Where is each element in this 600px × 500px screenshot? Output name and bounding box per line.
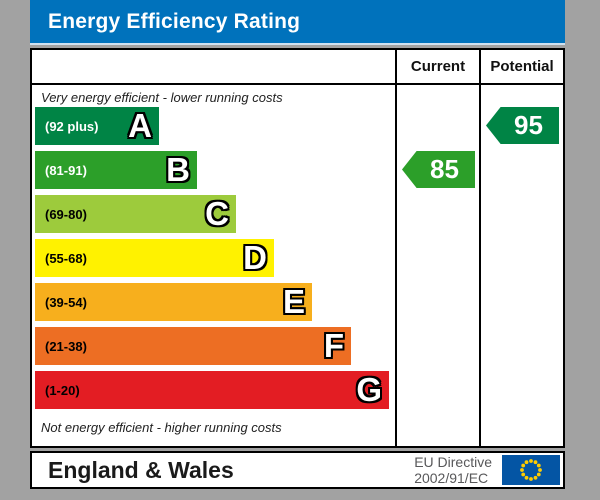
header-spacer xyxy=(32,50,395,83)
band-bar-a: (92 plus) A xyxy=(35,107,159,145)
band-range-label: (39-54) xyxy=(45,294,87,310)
potential-rating-column: 95 xyxy=(479,85,563,446)
table-body: Very energy efficient - lower running co… xyxy=(32,85,563,446)
caption-bottom: Not energy efficient - higher running co… xyxy=(41,420,282,435)
band-row-f: (21-38) F xyxy=(35,327,395,365)
band-letter: B xyxy=(166,151,190,188)
band-row-b: (81-91) B xyxy=(35,151,395,189)
band-row-g: (1-20) G xyxy=(35,371,395,409)
band-range-label: (1-20) xyxy=(45,382,80,398)
current-rating-arrow: 85 xyxy=(402,151,475,188)
column-header-potential: Potential xyxy=(479,50,563,83)
band-letter: G xyxy=(356,371,382,408)
band-letter: D xyxy=(243,239,267,276)
caption-top: Very energy efficient - lower running co… xyxy=(41,90,283,105)
band-bar-b: (81-91) B xyxy=(35,151,197,189)
rating-table: Current Potential Very energy efficient … xyxy=(30,48,565,448)
band-range-label: (21-38) xyxy=(45,338,87,354)
band-range-label: (69-80) xyxy=(45,206,87,222)
eu-directive-line2: 2002/91/EC xyxy=(414,470,489,486)
band-letter: E xyxy=(282,283,305,320)
region-label: England & Wales xyxy=(48,456,234,483)
band-range-label: (92 plus) xyxy=(45,118,99,134)
band-bar-f: (21-38) F xyxy=(35,327,351,365)
current-rating-column: 85 xyxy=(395,85,479,446)
band-range-label: (81-91) xyxy=(45,162,87,178)
band-bar-c: (69-80) C xyxy=(35,195,236,233)
eu-directive-label: EU Directive 2002/91/EC xyxy=(414,454,492,486)
title-bar: Energy Efficiency Rating xyxy=(30,0,565,45)
band-bar-g: (1-20) G xyxy=(35,371,389,409)
energy-efficiency-rating-chart: Energy Efficiency Rating Current Potenti… xyxy=(30,0,565,489)
band-bar-d: (55-68) D xyxy=(35,239,274,277)
eu-flag-icon xyxy=(502,455,560,485)
band-letter: A xyxy=(128,107,152,144)
table-header-row: Current Potential xyxy=(32,50,563,85)
footer: England & Wales EU Directive 2002/91/EC xyxy=(30,451,565,489)
band-row-d: (55-68) D xyxy=(35,239,395,277)
band-bar-e: (39-54) E xyxy=(35,283,312,321)
band-row-c: (69-80) C xyxy=(35,195,395,233)
bands-area: Very energy efficient - lower running co… xyxy=(32,85,395,446)
column-header-current: Current xyxy=(395,50,479,83)
potential-rating-arrow: 95 xyxy=(486,107,559,144)
band-row-e: (39-54) E xyxy=(35,283,395,321)
band-row-a: (92 plus) A xyxy=(35,107,395,145)
page-title: Energy Efficiency Rating xyxy=(48,9,301,33)
band-letter: F xyxy=(323,327,344,364)
eu-directive-line1: EU Directive xyxy=(414,454,492,470)
band-range-label: (55-68) xyxy=(45,250,87,266)
band-letter: C xyxy=(205,195,229,232)
